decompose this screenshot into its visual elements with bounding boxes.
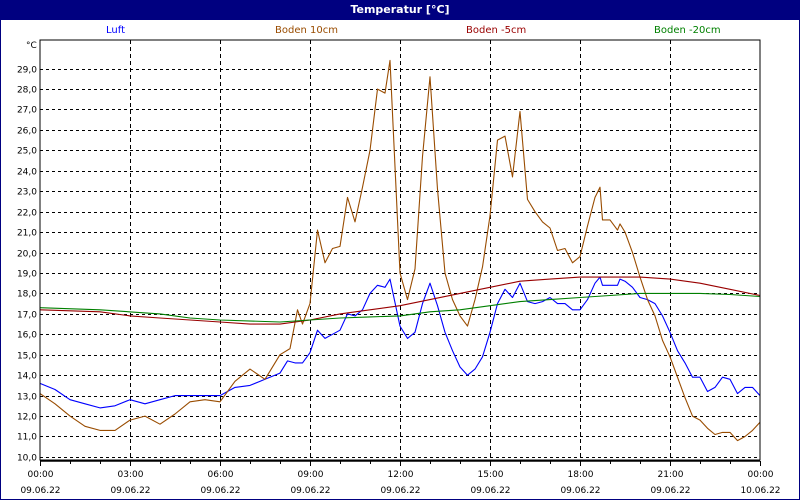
y-tick-label: 28,0 — [17, 86, 37, 96]
y-tick-label: 29,0 — [17, 66, 37, 76]
series-line-boden-20cm — [39, 292, 761, 323]
y-tick-label: 13,0 — [17, 393, 37, 403]
x-tick-date: 09.06.22 — [380, 486, 420, 496]
y-tick-label: 18,0 — [17, 290, 37, 300]
legend-boden-20cm: Boden -20cm — [654, 25, 721, 36]
x-tick-time: 03:00 — [118, 470, 144, 480]
x-tick-date: 10.06.22 — [740, 486, 780, 496]
x-tick-date: 09.06.22 — [200, 486, 240, 496]
series-line-luft — [39, 276, 761, 409]
x-tick-time: 00:00 — [748, 470, 774, 480]
y-tick-label: 11,0 — [17, 433, 37, 443]
x-tick-time: 06:00 — [208, 470, 234, 480]
y-tick-label: 20,0 — [17, 250, 37, 260]
plot-border — [39, 39, 761, 461]
x-tick-date: 09.06.22 — [650, 486, 690, 496]
series-line-boden-10cm — [39, 59, 761, 442]
y-tick-label: 14,0 — [17, 372, 37, 382]
x-tick-date: 09.06.22 — [20, 486, 60, 496]
y-tick-label: 21,0 — [17, 229, 37, 239]
y-tick-label: 19,0 — [17, 270, 37, 280]
y-tick-label: 17,0 — [17, 311, 37, 321]
y-tick-label: 25,0 — [17, 147, 37, 157]
series-line-boden-5cm — [39, 276, 761, 325]
x-tick-date: 09.06.22 — [110, 486, 150, 496]
y-tick-label: 16,0 — [17, 331, 37, 341]
y-tick-label: 22,0 — [17, 209, 37, 219]
x-tick-time: 18:00 — [568, 470, 594, 480]
legend-boden-5cm: Boden -5cm — [466, 25, 527, 36]
chart-title: Temperatur [°C] — [0, 0, 800, 20]
x-tick-time: 12:00 — [388, 470, 414, 480]
x-tick-date: 09.06.22 — [560, 486, 600, 496]
y-tick-label: 10,0 — [17, 454, 37, 464]
x-tick-time: 21:00 — [658, 470, 684, 480]
y-tick-label: 24,0 — [17, 168, 37, 178]
y-axis-label: °C — [26, 41, 37, 51]
y-tick-label: 23,0 — [17, 188, 37, 198]
x-tick-time: 15:00 — [478, 470, 504, 480]
legend-boden-10cm: Boden 10cm — [275, 25, 338, 36]
y-tick-label: 15,0 — [17, 352, 37, 362]
x-tick-date: 09.06.22 — [290, 486, 330, 496]
x-tick-time: 09:00 — [298, 470, 324, 480]
x-tick-time: 00:00 — [28, 470, 54, 480]
y-tick-label: 26,0 — [17, 127, 37, 137]
y-tick-label: 12,0 — [17, 413, 37, 423]
legend-luft: Luft — [106, 25, 125, 36]
x-tick-date: 09.06.22 — [470, 486, 510, 496]
y-tick-label: 27,0 — [17, 106, 37, 116]
